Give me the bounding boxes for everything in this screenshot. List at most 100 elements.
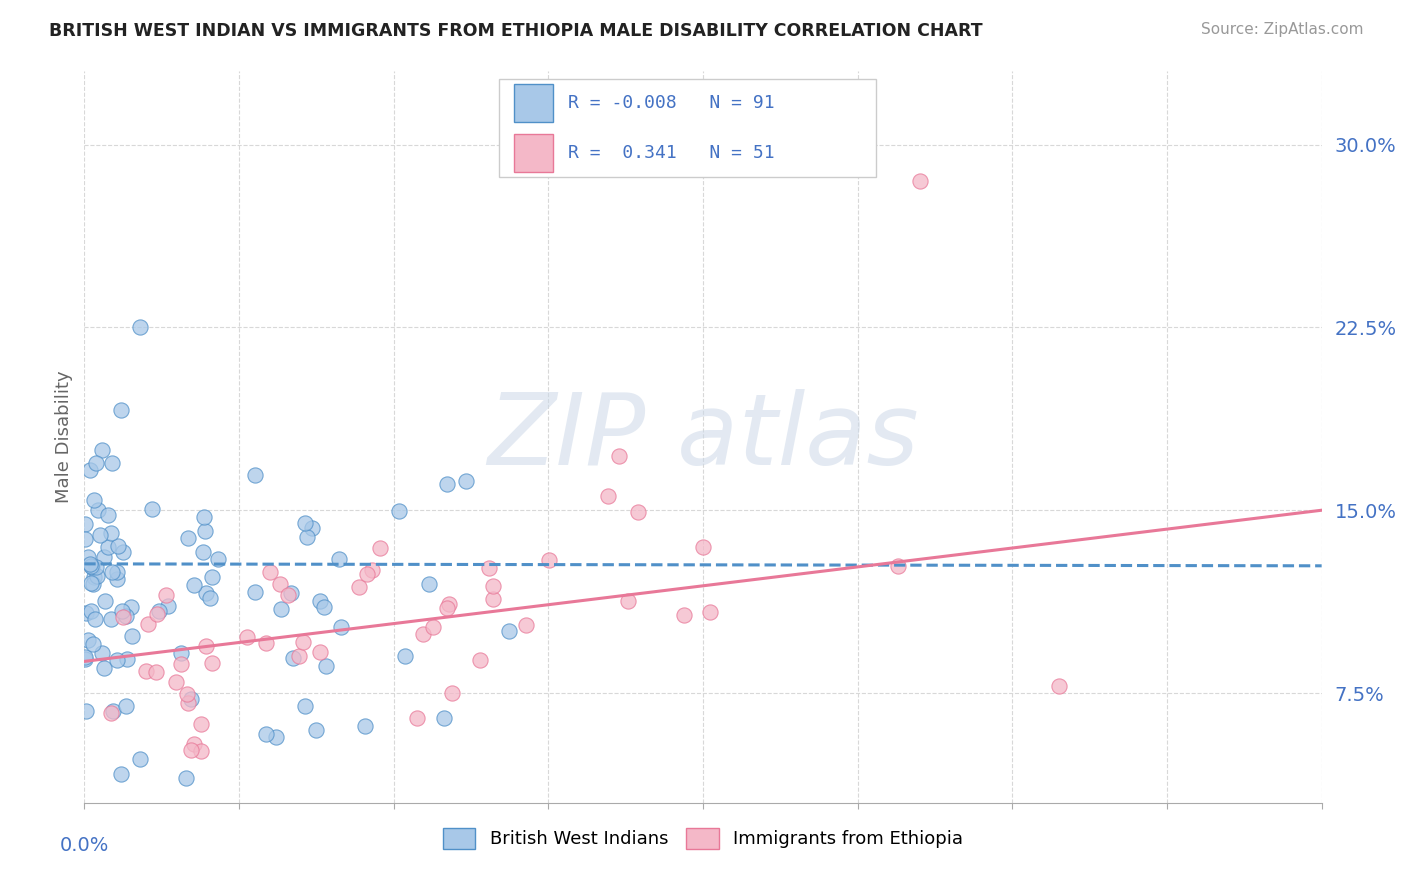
Point — [86, 456, 108, 470]
Point — [75, 606, 97, 620]
Point — [288, 649, 311, 664]
Point — [100, 526, 122, 541]
Point — [91, 443, 114, 458]
Point — [84, 559, 107, 574]
Point — [236, 630, 259, 644]
Point — [200, 569, 222, 583]
Point — [277, 588, 299, 602]
Point — [537, 552, 560, 566]
Point — [243, 468, 266, 483]
Point — [281, 650, 304, 665]
Y-axis label: Male Disability: Male Disability — [55, 371, 73, 503]
Point — [269, 577, 291, 591]
Point — [596, 489, 619, 503]
Point — [97, 541, 120, 555]
Point — [436, 601, 458, 615]
Point — [195, 586, 218, 600]
Point — [607, 449, 630, 463]
Point — [121, 629, 143, 643]
Point — [887, 559, 910, 574]
Point — [422, 620, 444, 634]
Point — [82, 576, 104, 591]
Point — [100, 565, 122, 579]
Point — [180, 742, 202, 756]
Point — [105, 573, 128, 587]
Point — [101, 704, 124, 718]
Point — [295, 530, 318, 544]
Point — [155, 588, 177, 602]
Point — [82, 637, 104, 651]
Point — [180, 692, 202, 706]
Point — [136, 617, 159, 632]
Point — [111, 604, 134, 618]
Point — [294, 516, 316, 530]
Point — [135, 664, 157, 678]
Point — [111, 544, 134, 558]
Point — [908, 174, 931, 188]
Point — [129, 320, 152, 334]
Point — [301, 521, 323, 535]
Point — [394, 648, 416, 663]
Point — [441, 686, 464, 700]
Point — [129, 752, 152, 766]
Point — [79, 557, 101, 571]
Point — [280, 585, 302, 599]
Point — [418, 576, 440, 591]
Point — [79, 603, 101, 617]
Point — [315, 659, 337, 673]
Point — [83, 492, 105, 507]
Point — [101, 456, 124, 470]
Point — [433, 711, 456, 725]
Point — [76, 632, 98, 647]
Point — [100, 706, 122, 720]
Point — [412, 627, 434, 641]
Point — [114, 609, 136, 624]
Point — [194, 639, 217, 653]
Legend: British West Indians, Immigrants from Ethiopia: British West Indians, Immigrants from Et… — [443, 828, 963, 848]
Point — [437, 597, 460, 611]
Point — [110, 403, 132, 417]
Point — [330, 620, 353, 634]
Point — [328, 551, 350, 566]
Text: ZIP atlas: ZIP atlas — [488, 389, 918, 485]
Point — [148, 604, 170, 618]
Point — [294, 698, 316, 713]
Point — [157, 599, 180, 613]
Point — [270, 602, 292, 616]
Point — [368, 541, 391, 556]
Point — [291, 635, 314, 649]
Point — [481, 591, 503, 606]
Point — [145, 665, 167, 679]
Point — [482, 579, 505, 593]
Point — [406, 711, 429, 725]
Point — [207, 551, 229, 566]
Point — [89, 528, 111, 542]
Bar — [513, 85, 554, 122]
Point — [454, 475, 477, 489]
Point — [478, 561, 501, 575]
Point — [692, 540, 714, 554]
Point — [165, 674, 187, 689]
Point — [105, 565, 128, 579]
Point — [110, 766, 132, 780]
Point — [105, 653, 128, 667]
Point — [176, 772, 198, 786]
Point — [79, 576, 101, 591]
Point — [305, 723, 328, 737]
Point — [617, 594, 640, 608]
Point — [356, 567, 378, 582]
Point — [76, 550, 98, 565]
Point — [91, 646, 114, 660]
Point — [254, 636, 277, 650]
Point — [191, 545, 214, 559]
Point — [361, 563, 384, 577]
Text: R = -0.008   N = 91: R = -0.008 N = 91 — [568, 95, 775, 112]
Text: 0.0%: 0.0% — [59, 836, 110, 855]
Point — [120, 600, 142, 615]
Point — [176, 687, 198, 701]
Point — [245, 584, 267, 599]
Point — [347, 581, 370, 595]
Point — [82, 559, 104, 574]
Point — [79, 463, 101, 477]
Point — [388, 504, 411, 518]
